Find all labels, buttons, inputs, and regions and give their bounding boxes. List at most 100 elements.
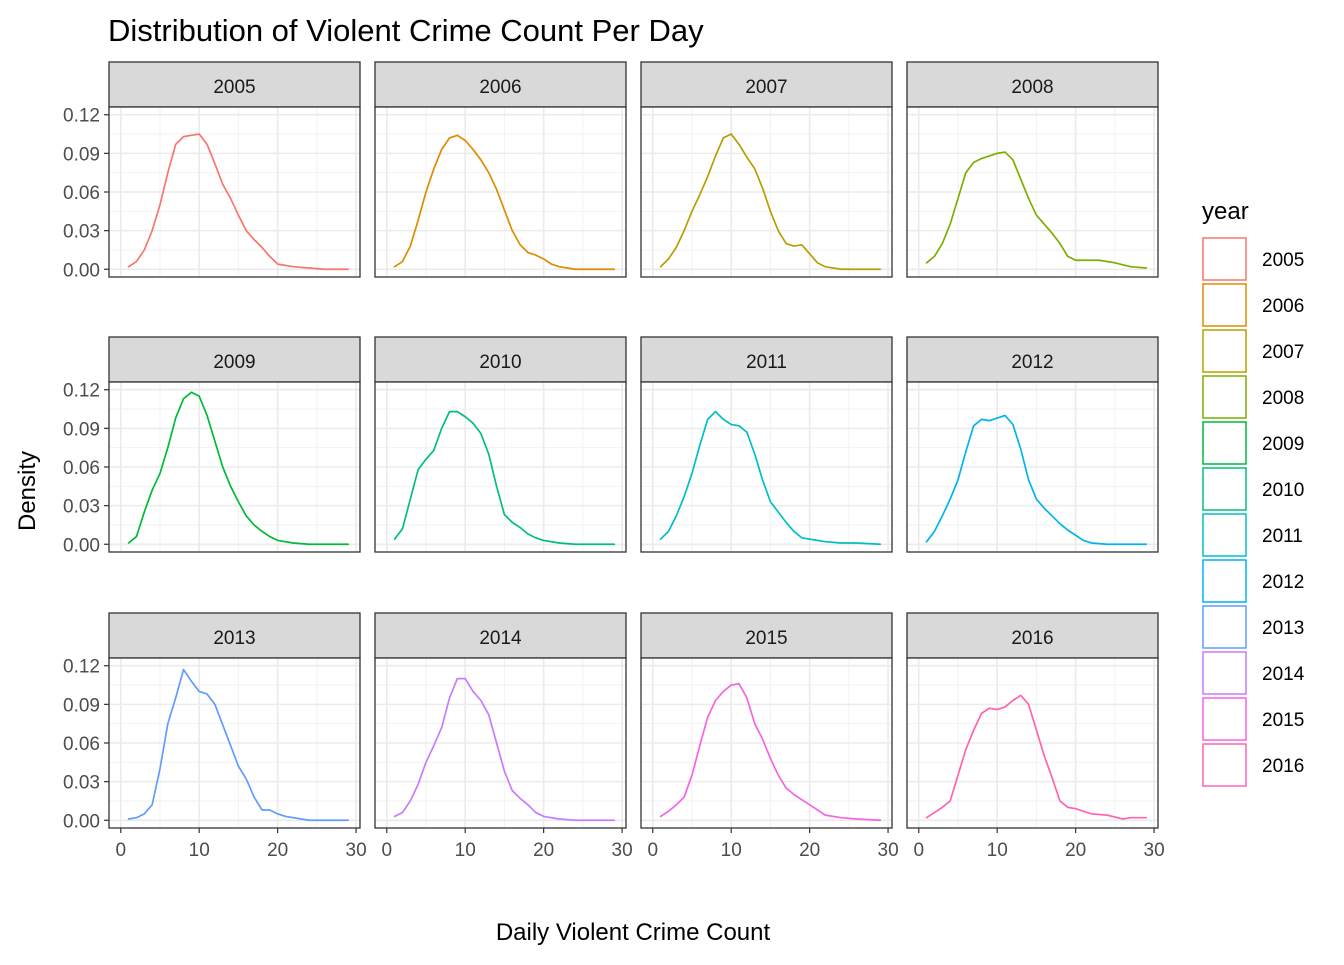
y-tick-label: 0.06 (63, 734, 100, 755)
facet-strip-label: 2016 (1011, 628, 1053, 649)
facet-strip-label: 2014 (479, 628, 522, 649)
y-tick-label: 0.09 (63, 695, 100, 716)
legend-item-2014: 2014 (1202, 651, 1305, 695)
legend-label: 2007 (1262, 342, 1304, 363)
x-tick-label: 20 (533, 840, 554, 861)
legend-item-2011: 2011 (1202, 513, 1303, 557)
facet-strip-label: 2015 (745, 628, 787, 649)
facet-strip-label: 2013 (213, 628, 255, 649)
density-curve-2016 (925, 694, 1148, 820)
legend-key-2006 (1202, 283, 1247, 327)
facet-panel-2006: 2006 (374, 61, 627, 278)
legend-label: 2013 (1262, 618, 1304, 639)
legend-key-2010 (1202, 467, 1247, 511)
facet-strip (640, 612, 893, 659)
density-curve-2010 (393, 410, 616, 546)
legend-items: 2005 2006 2007 2008 2009 2010 2011 2012 2013 2014… (1202, 237, 1305, 787)
legend-key-2007 (1202, 329, 1247, 373)
density-curve-2013 (127, 668, 350, 822)
facet-strip (906, 336, 1159, 383)
x-tick-label: 30 (346, 840, 367, 861)
legend-key-2015 (1202, 697, 1247, 741)
y-tick-label: 0.06 (63, 458, 100, 479)
y-axis-title: Density (14, 451, 41, 531)
panel-border (906, 381, 1159, 553)
facet-strip-label: 2009 (213, 352, 255, 373)
panel-border (906, 106, 1159, 278)
legend-item-2007: 2007 (1202, 329, 1304, 373)
facet-panel-2005: 2005 0.00 0.03 0.06 0.09 0.12 (63, 61, 361, 281)
density-curve-2015 (659, 682, 882, 822)
chart-title: Distribution of Violent Crime Count Per … (108, 13, 704, 48)
legend-key-2014 (1202, 651, 1247, 695)
facet-strip-label: 2006 (479, 77, 521, 98)
legend-item-2009: 2009 (1202, 421, 1304, 465)
legend-key-2016 (1202, 743, 1247, 787)
panel-border (640, 106, 893, 278)
facet-panel-2010: 2010 (374, 336, 627, 553)
y-tick-label: 0.00 (63, 811, 100, 832)
x-axis-title: Daily Violent Crime Count (496, 919, 771, 946)
facet-panel-2011: 2011 (640, 336, 893, 553)
y-tick-label: 0.12 (63, 106, 100, 127)
y-tick-label: 0.12 (63, 657, 100, 678)
legend-key-2011 (1202, 513, 1247, 557)
facet-panel-2014: 2014 0 10 20 30 (374, 612, 633, 861)
legend-item-2015: 2015 (1202, 697, 1304, 741)
panel-border (374, 657, 627, 829)
x-tick-label: 0 (647, 840, 658, 861)
legend-item-2013: 2013 (1202, 605, 1304, 649)
facet-strip-label: 2007 (745, 77, 787, 98)
legend-label: 2009 (1262, 434, 1304, 455)
x-tick-label: 20 (267, 840, 288, 861)
panel-border (906, 657, 1159, 829)
panel-border (374, 106, 627, 278)
facet-strip (640, 61, 893, 108)
x-tick-label: 30 (612, 840, 633, 861)
legend-item-2016: 2016 (1202, 743, 1304, 787)
facet-panel-2016: 2016 0 10 20 30 (906, 612, 1165, 861)
x-tick-label: 20 (799, 840, 820, 861)
y-tick-label: 0.00 (63, 260, 100, 281)
legend-label: 2005 (1262, 250, 1304, 271)
x-tick-label: 0 (913, 840, 924, 861)
facet-strip (374, 336, 627, 383)
legend-item-2005: 2005 (1202, 237, 1304, 281)
density-curve-2011 (659, 410, 882, 546)
facet-strip (906, 61, 1159, 108)
legend-label: 2014 (1262, 664, 1305, 685)
facet-strip (906, 612, 1159, 659)
facet-strip (108, 61, 361, 108)
legend-item-2006: 2006 (1202, 283, 1304, 327)
y-tick-label: 0.00 (63, 535, 100, 556)
facet-panel-2009: 2009 0.00 0.03 0.06 0.09 0.12 (63, 336, 361, 556)
facet-strip-label: 2005 (213, 77, 255, 98)
density-curve-2005 (127, 133, 350, 271)
legend-key-2009 (1202, 421, 1247, 465)
density-curve-2007 (659, 133, 882, 271)
facet-panel-2007: 2007 (640, 61, 893, 278)
facet-panel-2008: 2008 (906, 61, 1159, 278)
panel-border (640, 381, 893, 553)
x-tick-label: 30 (878, 840, 899, 861)
x-tick-label: 10 (987, 840, 1008, 861)
legend: year 2005 2006 2007 2008 2009 2010 2011 2012 201… (1202, 198, 1305, 787)
legend-item-2008: 2008 (1202, 375, 1304, 419)
facet-panel-2013: 2013 0.00 0.03 0.06 0.09 0.12 0 10 20 30 (63, 612, 367, 861)
y-tick-label: 0.06 (63, 183, 100, 204)
facet-panels: 2005 0.00 0.03 0.06 0.09 0.12 2006 2007 2008 2009… (63, 61, 1165, 861)
y-tick-label: 0.03 (63, 222, 100, 243)
density-curve-2008 (925, 151, 1148, 269)
panel-border (374, 381, 627, 553)
facet-strip-label: 2008 (1011, 77, 1053, 98)
density-curve-2012 (925, 414, 1148, 546)
facet-strip-label: 2012 (1011, 352, 1053, 373)
x-tick-label: 0 (381, 840, 392, 861)
x-tick-label: 10 (455, 840, 476, 861)
facet-strip-label: 2011 (746, 352, 787, 373)
legend-label: 2006 (1262, 296, 1304, 317)
legend-label: 2008 (1262, 388, 1304, 409)
legend-label: 2015 (1262, 710, 1304, 731)
